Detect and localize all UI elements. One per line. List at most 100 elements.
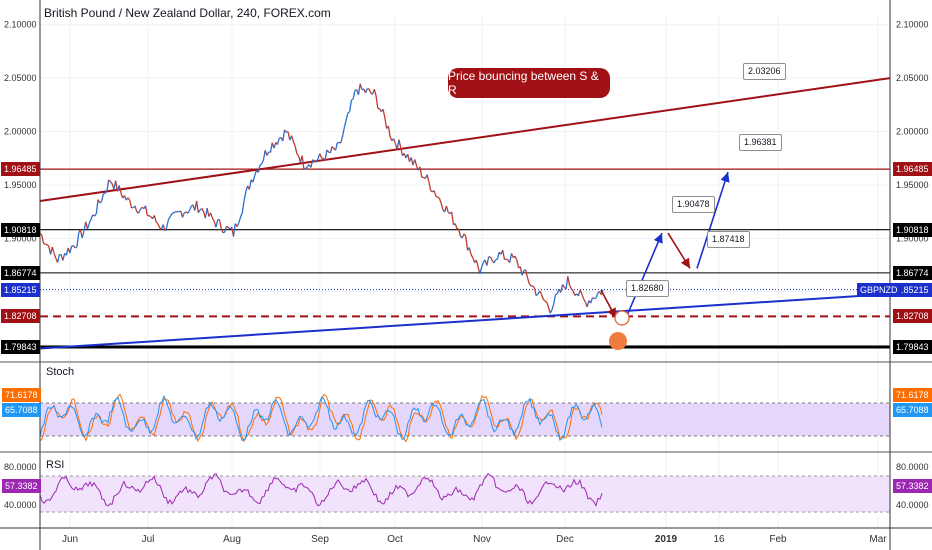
price-segment [440,203,444,210]
price-segment [310,159,314,168]
price-segment [347,111,351,114]
price-segment [164,227,168,232]
price-segment [451,211,455,225]
price-segment [167,216,171,220]
price-series [39,83,604,314]
annotation-callout[interactable]: Price bouncing between S & R [448,68,610,98]
price-segment [120,192,124,199]
price-segment [259,163,263,166]
arrow-down [600,289,617,319]
price-segment [343,120,347,128]
price-segment [382,109,386,118]
price-segment [232,223,236,237]
price-segment [341,127,346,136]
price-segment [76,232,80,247]
price-segment [468,247,472,255]
price-segment [99,201,102,204]
time-tick-label: Nov [473,534,491,545]
price-segment [74,246,78,249]
price-segment [109,181,113,185]
price-segment [546,302,550,308]
price-segment [169,213,173,218]
price-segment [69,246,73,254]
price-segment [224,225,228,233]
price-segment [296,153,300,157]
price-segment [516,259,520,269]
price-segment [157,223,161,228]
price-segment [463,233,467,237]
price-segment [502,249,506,260]
price-segment [238,216,242,224]
level-label-left: 1.86774 [1,265,40,280]
price-segment [410,157,414,166]
rsi-tick-right: 40.0000 [896,500,929,510]
price-segment [261,159,265,165]
chart-title: British Pound / New Zealand Dollar, 240,… [44,6,331,20]
price-segment [519,266,523,276]
price-segment [294,145,298,154]
event-marker [609,332,627,350]
price-segment [227,226,231,230]
price-segment [361,88,364,91]
price-segment [349,100,353,112]
price-segment [276,138,280,145]
price-segment [210,212,214,219]
event-marker [614,310,630,326]
stoch-value-left: 65.7088 [2,403,41,417]
price-segment [301,155,305,170]
price-segment [183,211,187,214]
price-segment [479,267,483,275]
level-label-left: 1.82708 [1,309,40,324]
price-tick-label-right: 1.95000 [896,180,929,190]
price-segment [528,282,532,287]
price-segment [553,294,557,305]
price-segment [489,256,493,261]
price-segment [351,98,354,101]
price-segment [226,225,229,228]
price-segment [540,293,544,300]
price-segment [72,245,76,249]
price-segment [480,262,484,268]
time-tick-label: Jun [62,534,78,545]
grid [40,14,890,528]
time-tick-label: Dec [556,534,574,545]
price-tick-label-right: 1.90000 [896,233,929,243]
price-segment [524,269,528,278]
price-segment [570,288,574,292]
price-tick-label-right: 2.10000 [896,20,929,30]
price-segment [218,219,222,229]
price-segment [568,285,572,289]
price-segment [292,141,296,147]
price-segment [595,293,599,299]
price-segment [65,247,69,256]
price-segment [56,254,60,263]
price-segment [62,253,66,261]
price-segment [257,165,261,173]
level-label-right: 1.82708 [893,309,932,324]
price-segment [262,150,266,160]
time-tick-label: Aug [223,534,241,545]
price-segment [43,242,46,245]
price-segment [71,244,74,247]
price-segment [510,253,514,258]
time-tick-label: Mar [869,534,887,545]
price-segment [375,95,379,109]
price-segment [211,217,215,222]
price-segment [384,117,388,129]
price-segment [437,196,440,199]
price-segment [565,276,569,290]
price-segment [239,212,243,218]
price-segment [206,207,210,217]
price-segment [407,153,411,162]
level-label-left: 1.85215 [1,282,40,297]
price-segment [581,294,585,300]
price-segment [567,276,571,286]
price-segment [326,149,330,153]
price-segment [419,166,423,178]
price-segment [368,88,372,94]
price-segment [243,191,247,201]
price-segment [430,189,433,193]
time-tick-label: Feb [769,534,787,545]
arrow-down [667,232,691,269]
price-tick-label-left: 2.00000 [4,127,37,137]
